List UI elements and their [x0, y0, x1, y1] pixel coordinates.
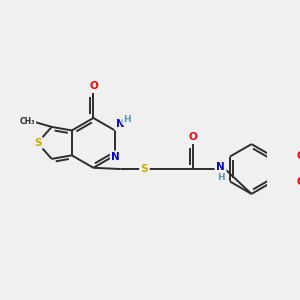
- Text: O: O: [297, 177, 300, 187]
- Text: CH₃: CH₃: [20, 116, 35, 125]
- Text: N: N: [116, 119, 125, 129]
- Text: S: S: [141, 164, 148, 174]
- Text: H: H: [124, 115, 131, 124]
- Text: O: O: [297, 151, 300, 161]
- Text: N: N: [216, 162, 225, 172]
- Text: N: N: [112, 152, 120, 162]
- Text: O: O: [89, 81, 98, 91]
- Text: H: H: [217, 173, 224, 182]
- Text: O: O: [189, 132, 197, 142]
- Text: S: S: [34, 138, 41, 148]
